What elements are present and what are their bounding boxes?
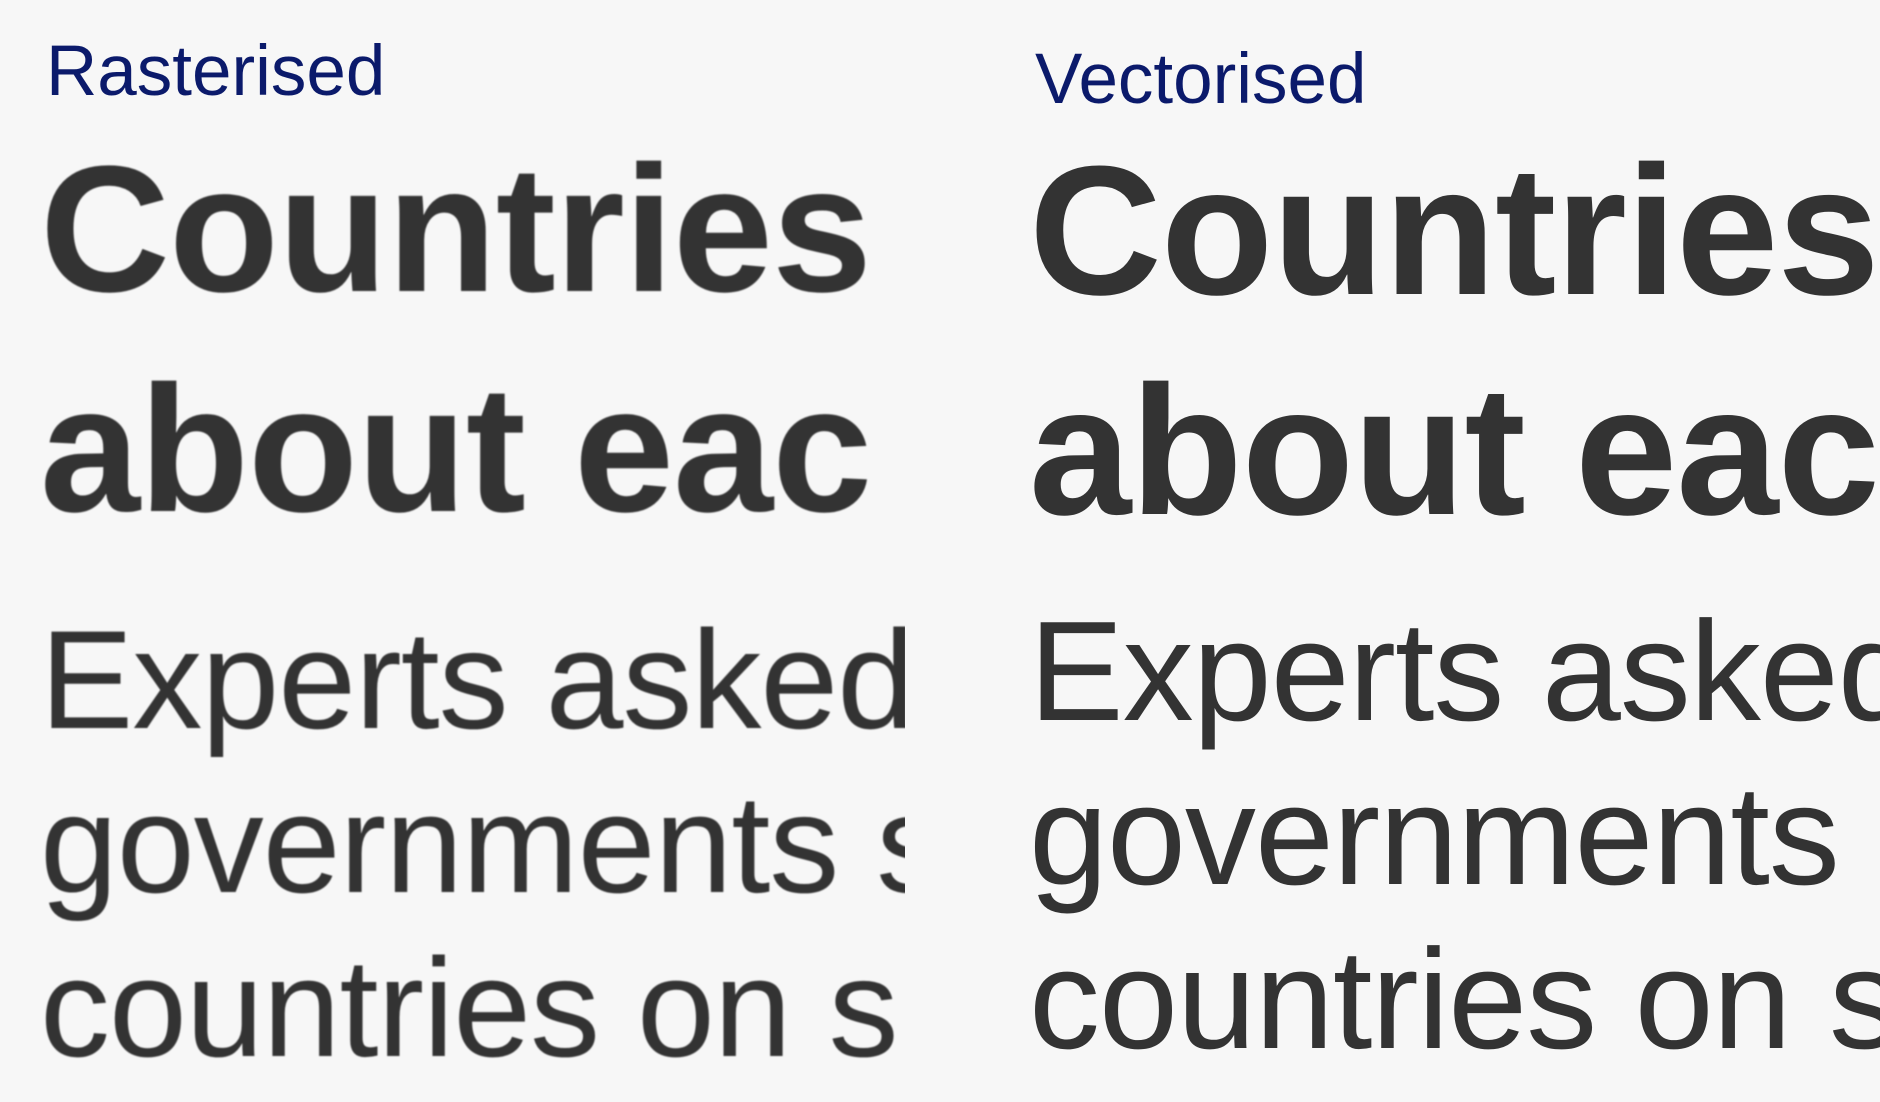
vectorised-body-text: Experts asked governments s countries on… [1029, 590, 1880, 1082]
vectorised-body-line-3: countries on s [1029, 920, 1880, 1079]
vectorised-headline-line-1: Countries [1029, 127, 1880, 333]
rasterised-panel: Rasterised Countries about eac Experts a… [0, 0, 905, 1102]
rasterised-body-text: Experts asked governments s countries on… [40, 598, 905, 1090]
rasterised-body-line-2: governments s [40, 765, 905, 922]
rasterised-label: Rasterised [46, 32, 386, 111]
vectorised-body-line-1: Experts asked [1029, 592, 1880, 751]
vectorised-label: Vectorised [1035, 40, 1367, 119]
rasterised-headline-line-1: Countries [40, 129, 872, 330]
rasterised-headline: Countries about eac [40, 120, 872, 560]
vectorised-headline-line-2: about each [1029, 347, 1880, 553]
vectorised-headline: Countries about each [1029, 120, 1880, 560]
vectorised-panel: Vectorised Countries about each Experts … [985, 0, 1880, 1102]
rasterised-body-line-3: countries on s [40, 929, 899, 1086]
rasterised-headline-line-2: about eac [40, 349, 872, 550]
rasterised-body-line-1: Experts asked [40, 601, 905, 758]
vectorised-body-line-2: governments s [1029, 756, 1880, 915]
